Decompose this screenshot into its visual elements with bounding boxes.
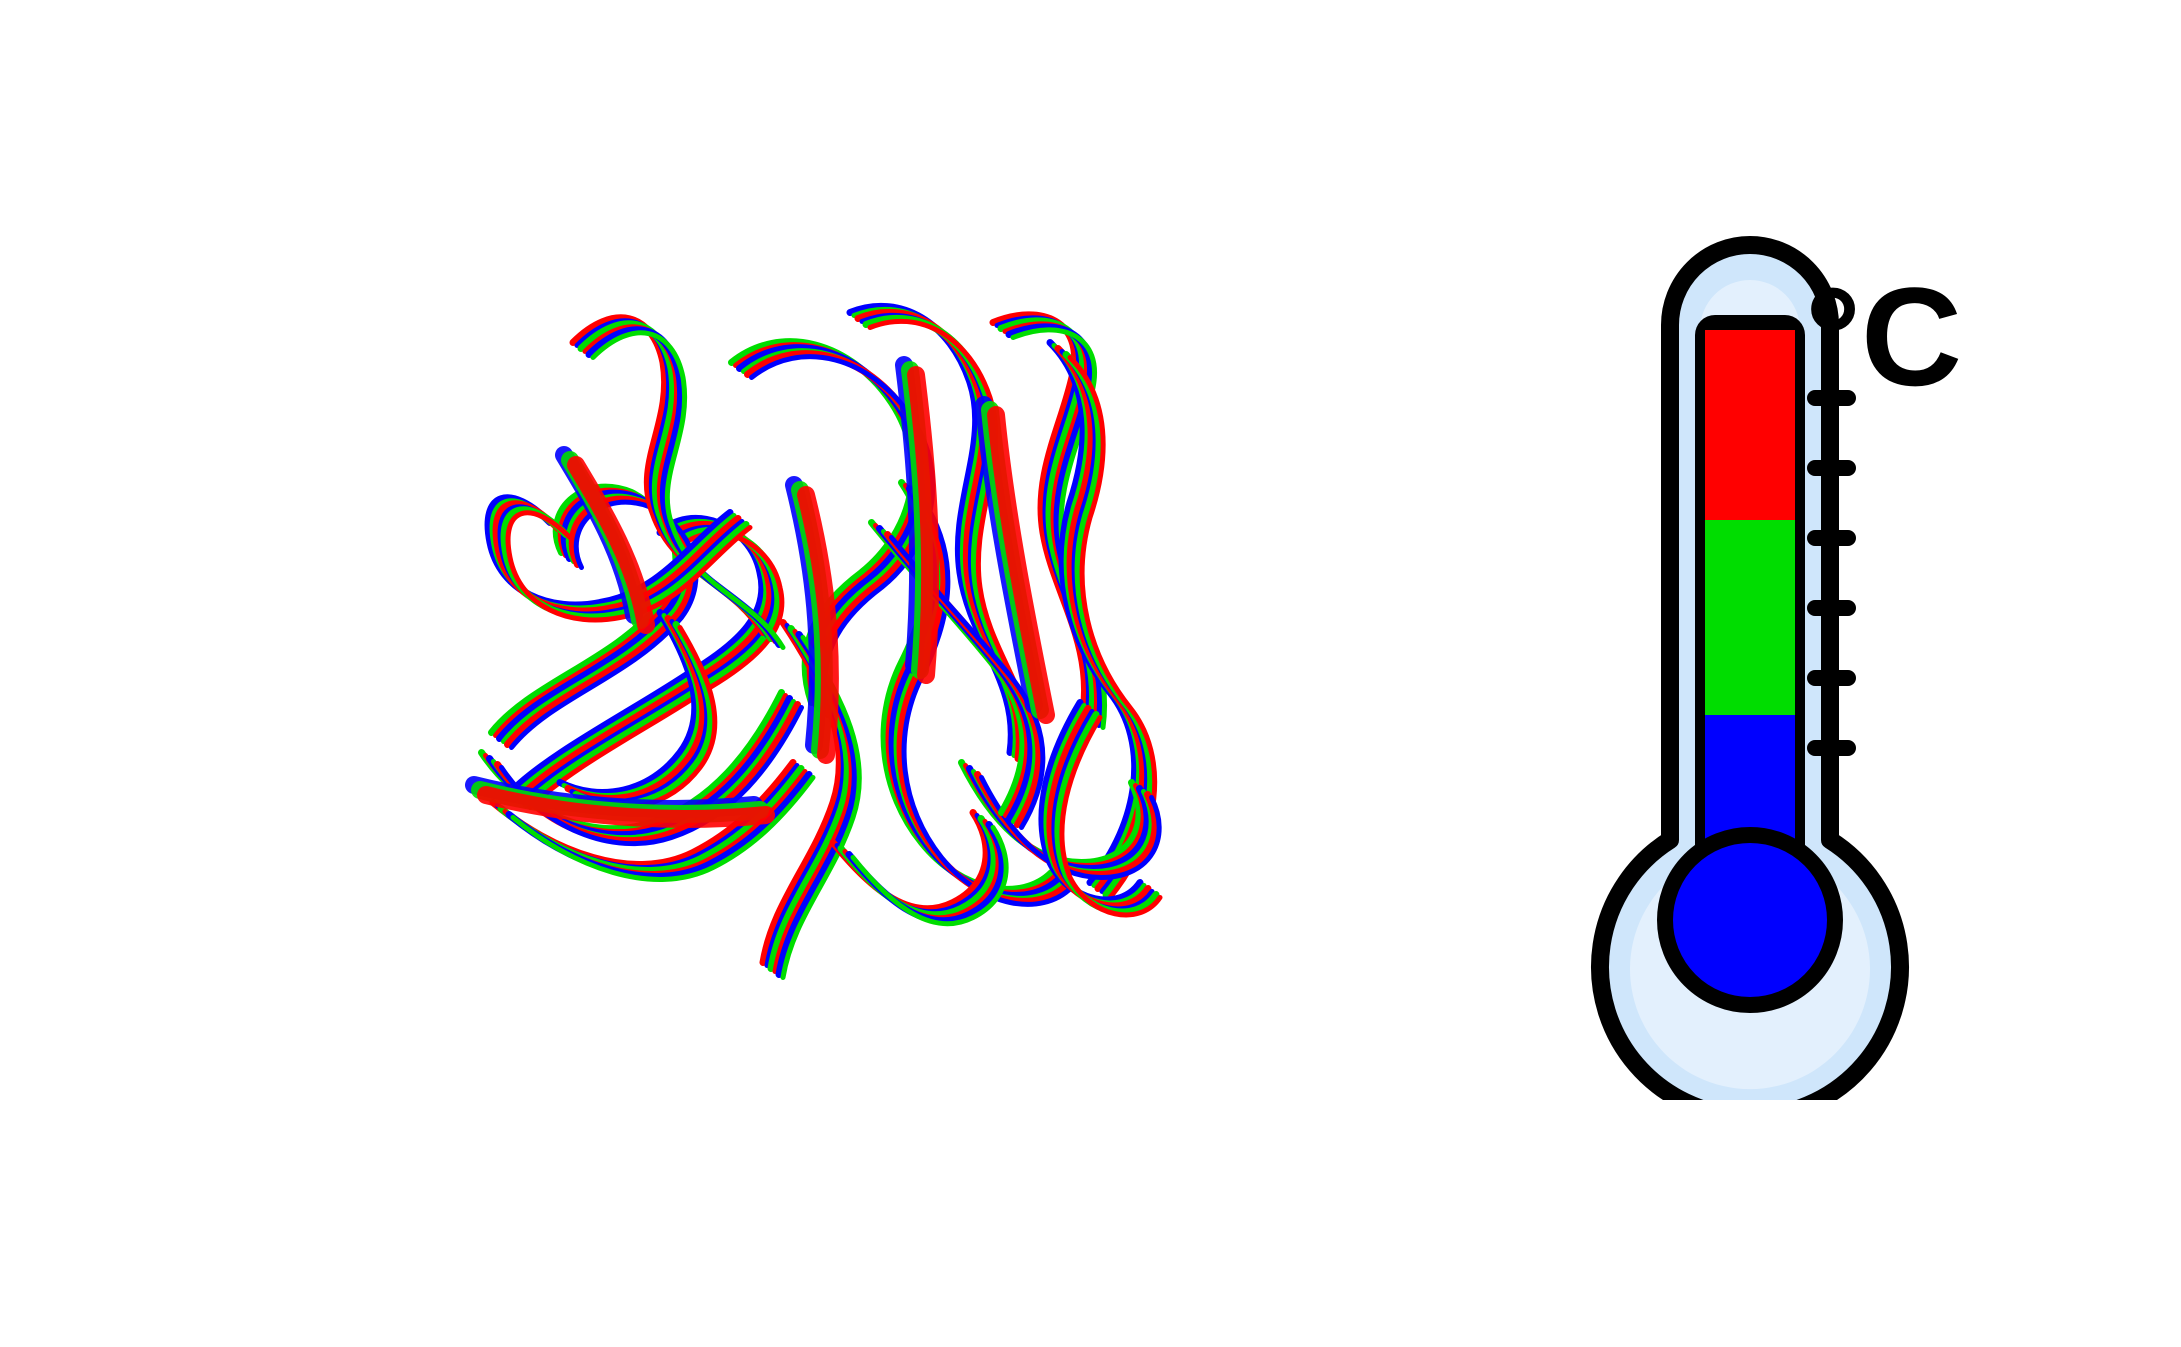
beta-sheet-ribbon xyxy=(477,786,775,828)
unit-text: °C xyxy=(1805,258,1962,415)
protein-ribbon-icon xyxy=(465,302,1163,980)
ribbon-strand xyxy=(510,775,816,882)
ribbon-strand xyxy=(505,510,753,623)
ribbon-strand xyxy=(979,775,1162,880)
ribbon-strand xyxy=(901,495,1074,907)
thermometer-icon xyxy=(1591,236,1991,1100)
thermometer-bulb xyxy=(1657,827,1843,1013)
beta-sheet-ribbon xyxy=(987,406,1055,724)
beta-sheet-ribbon xyxy=(797,486,839,764)
beta-sheet-ribbon xyxy=(567,456,655,634)
beta-sheet-ribbon xyxy=(907,366,940,684)
protein-structure-ensemble xyxy=(440,290,1390,1080)
ribbon-strand xyxy=(590,330,786,650)
scale-segment-hot xyxy=(1705,330,1795,520)
ribbon-strand xyxy=(1038,699,1144,904)
thermometer xyxy=(1540,220,2010,1100)
celsius-label: °C xyxy=(1805,235,1995,435)
scale-ticks xyxy=(1807,390,1856,756)
ribbon-strand xyxy=(850,825,1009,927)
ribbon-strand xyxy=(1054,711,1160,916)
ribbon-strand xyxy=(1059,715,1163,918)
ribbon-strand xyxy=(1046,705,1152,910)
scale-segment-warm xyxy=(1705,520,1795,715)
